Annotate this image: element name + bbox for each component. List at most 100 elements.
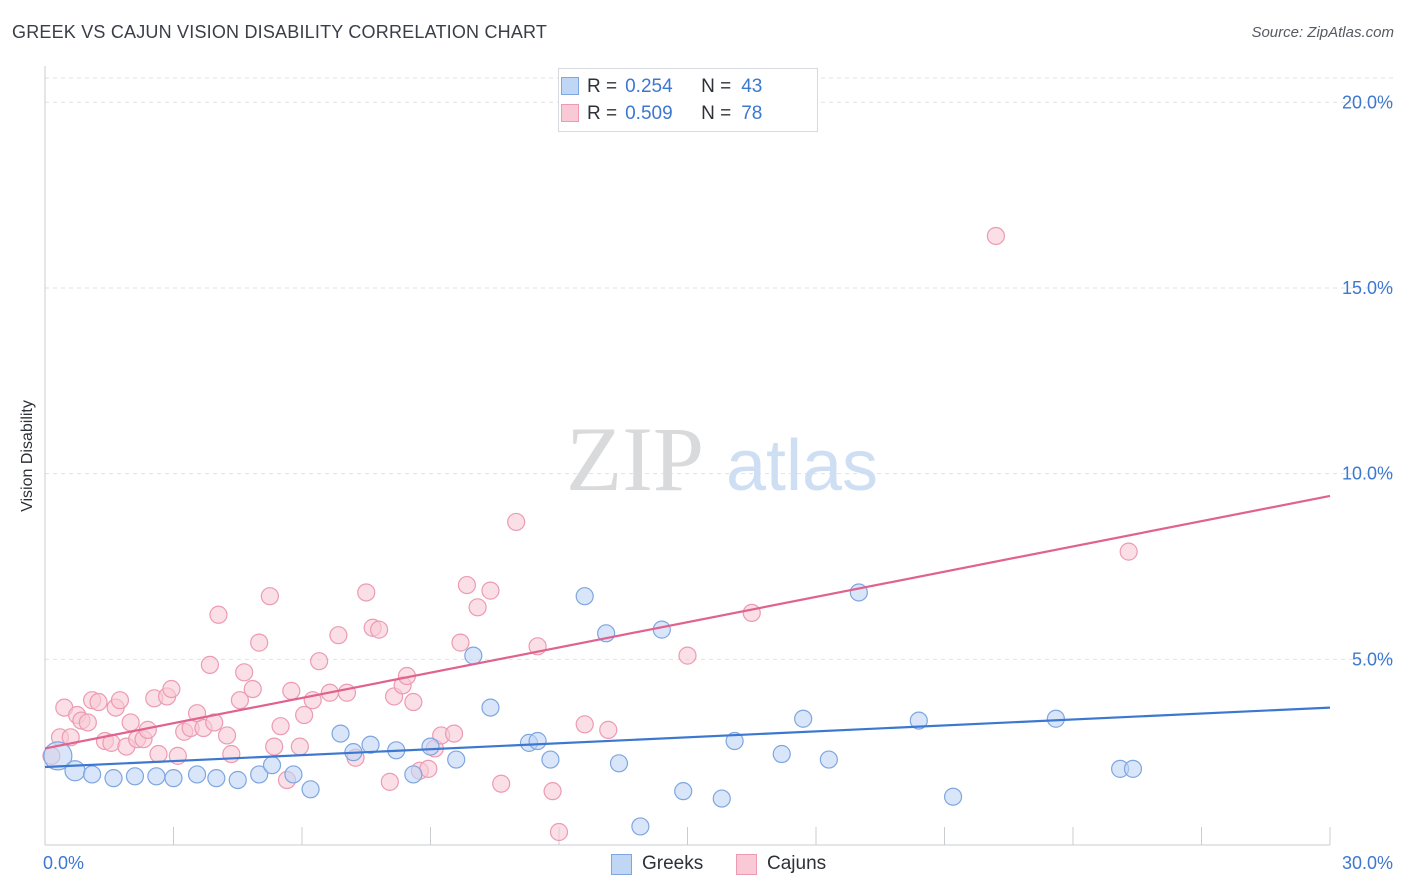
legend-r-value: 0.254 (625, 76, 673, 97)
cajun-point (337, 683, 357, 702)
correlation-legend: R = 0.254 N = 43 R = 0.509 N = 78 (558, 68, 818, 132)
cajun-point (1119, 542, 1138, 561)
greeks-trend-line (44, 706, 1331, 769)
cajun-point (110, 691, 130, 710)
cajun-point (742, 603, 761, 623)
legend-row-greeks: R = 0.254 N = 43 (561, 75, 762, 99)
greek-point (528, 731, 547, 751)
cajun-point (250, 633, 269, 652)
greek-point (575, 587, 594, 606)
greek-point (712, 789, 731, 808)
cajun-point (457, 575, 477, 595)
cajun-point (295, 705, 314, 725)
cajun-point (370, 620, 389, 639)
greek-point (652, 620, 671, 639)
legend-r-label: R = (587, 103, 618, 124)
greeks-swatch (561, 77, 579, 95)
cajun-point (205, 713, 224, 732)
greek-point (262, 756, 282, 775)
cajun-point (380, 772, 399, 791)
greek-point (421, 737, 440, 756)
greek-point (64, 760, 86, 782)
cajun-point (357, 583, 376, 602)
cajun-point (282, 681, 301, 700)
greek-point (104, 769, 123, 788)
chart-title: GREEK VS CAJUN VISION DISABILITY CORRELA… (12, 22, 548, 42)
y-tick-label: 5.0% (1352, 649, 1393, 669)
cajun-point (507, 512, 526, 532)
cajun-point (217, 726, 237, 745)
cajuns-legend-label: Cajuns (767, 853, 827, 874)
cajun-point (310, 652, 329, 671)
greek-point (207, 769, 226, 788)
greek-point (83, 765, 102, 784)
greeks-points (43, 583, 1143, 836)
legend-n-label: N = (701, 76, 732, 97)
greek-point (250, 765, 269, 784)
greek-point (909, 711, 928, 730)
greeks-legend-swatch (611, 853, 632, 875)
greek-point (361, 735, 380, 754)
greek-point (481, 698, 500, 717)
legend-item-greeks[interactable]: Greeks (611, 852, 703, 876)
greek-point (794, 709, 813, 728)
cajuns-trend-line (44, 494, 1331, 750)
cajun-point (329, 626, 348, 645)
x-tick-label-max: 30.0% (1342, 853, 1393, 873)
greek-point (772, 744, 791, 764)
cajun-point (290, 737, 309, 756)
gridlines (45, 77, 1393, 660)
legend-n-label: N = (701, 103, 732, 124)
greeks-legend-label: Greeks (642, 853, 704, 874)
cajun-point (451, 633, 470, 652)
greek-point (301, 780, 320, 799)
greek-point (43, 741, 73, 771)
cajun-point (678, 646, 697, 665)
greek-point (819, 750, 838, 769)
y-tick-label: 15.0% (1342, 278, 1393, 298)
watermark-atlas: atlas (726, 426, 878, 506)
greek-point (674, 782, 693, 801)
legend-item-cajuns[interactable]: Cajuns (736, 852, 826, 876)
cajun-point (149, 744, 168, 764)
greek-point (447, 750, 466, 769)
greek-point (284, 765, 303, 784)
cajun-point (468, 598, 487, 617)
cajun-point (200, 655, 220, 674)
greek-point (164, 769, 183, 788)
cajun-point (549, 822, 569, 842)
greek-point (1046, 709, 1065, 728)
cajun-point (230, 691, 249, 710)
legend-n-value: 78 (741, 103, 763, 124)
cajun-point (986, 226, 1006, 246)
greek-point (541, 750, 560, 769)
cajun-point (162, 679, 181, 699)
greek-point (631, 817, 650, 836)
cajuns-points (42, 226, 1138, 842)
greek-point (228, 770, 247, 790)
cajun-point (265, 737, 284, 756)
cajun-point (492, 774, 511, 793)
y-tick-labels: 5.0% 10.0% 15.0% 20.0% (1342, 92, 1393, 669)
cajun-point (121, 713, 140, 732)
chart-source: Source: ZipAtlas.com (1251, 24, 1394, 41)
greek-point (331, 724, 350, 743)
cajun-point (89, 692, 108, 712)
cajun-point (599, 720, 618, 739)
cajun-point (481, 581, 500, 600)
greek-point (464, 646, 483, 665)
cajuns-legend-swatch (736, 853, 757, 875)
y-tick-label: 20.0% (1342, 92, 1393, 112)
greek-point (404, 765, 423, 784)
cajun-point (209, 605, 228, 624)
watermark: ZIP atlas (566, 408, 878, 510)
trend-lines (44, 494, 1331, 769)
greek-point (147, 767, 166, 786)
cajun-point (78, 713, 97, 732)
cajuns-swatch (561, 104, 579, 122)
greek-point (725, 731, 744, 751)
greek-point (125, 767, 145, 786)
cajun-point (260, 587, 279, 606)
cajun-point (271, 717, 290, 736)
